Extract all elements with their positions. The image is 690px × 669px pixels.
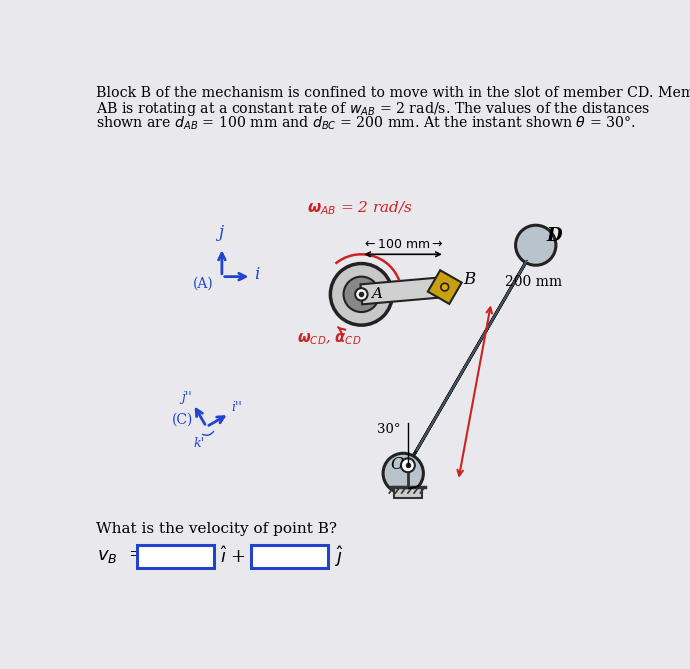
Text: k': k' xyxy=(194,437,205,450)
Text: AB is rotating at a constant rate of $w_{AB}$ = 2 rad/s. The values of the dista: AB is rotating at a constant rate of $w_… xyxy=(95,100,650,118)
Circle shape xyxy=(383,454,424,493)
Text: C: C xyxy=(391,456,404,473)
FancyBboxPatch shape xyxy=(250,545,328,568)
Circle shape xyxy=(331,264,393,325)
Text: 30°: 30° xyxy=(377,423,400,436)
Text: $\hat{\imath}$ +: $\hat{\imath}$ + xyxy=(219,546,246,567)
FancyBboxPatch shape xyxy=(137,545,214,568)
Circle shape xyxy=(515,225,556,265)
Text: (A): (A) xyxy=(193,276,213,290)
Text: i: i xyxy=(255,266,260,283)
Text: Block B of the mechanism is confined to move with in the slot of member CD. Memb: Block B of the mechanism is confined to … xyxy=(95,86,690,100)
Polygon shape xyxy=(360,277,446,304)
Text: j: j xyxy=(218,223,223,241)
Text: i'': i'' xyxy=(232,401,242,414)
Text: j'': j'' xyxy=(181,391,191,404)
Polygon shape xyxy=(393,228,546,490)
Text: $v_B$  =: $v_B$ = xyxy=(97,547,144,565)
Text: $\leftarrow$100 mm$\rightarrow$: $\leftarrow$100 mm$\rightarrow$ xyxy=(362,238,444,252)
Text: What is the velocity of point B?: What is the velocity of point B? xyxy=(95,522,337,537)
Text: $\boldsymbol{\omega}_{CD}$, $\boldsymbol{\alpha}_{CD}$: $\boldsymbol{\omega}_{CD}$, $\boldsymbol… xyxy=(297,331,362,347)
Text: B: B xyxy=(464,271,475,288)
Text: shown are $d_{AB}$ = 100 mm and $d_{BC}$ = 200 mm. At the instant shown $\theta$: shown are $d_{AB}$ = 100 mm and $d_{BC}$… xyxy=(95,114,635,132)
Circle shape xyxy=(355,288,368,300)
Polygon shape xyxy=(428,270,462,304)
Text: $\hat{\jmath}$: $\hat{\jmath}$ xyxy=(334,544,344,569)
Text: $\boldsymbol{\omega}_{AB}$ = 2 rad/s: $\boldsymbol{\omega}_{AB}$ = 2 rad/s xyxy=(307,199,413,217)
Polygon shape xyxy=(416,260,527,451)
Text: D: D xyxy=(546,227,562,245)
Text: (C): (C) xyxy=(172,413,193,427)
Text: 200 mm: 200 mm xyxy=(505,275,562,288)
Circle shape xyxy=(441,283,449,291)
FancyBboxPatch shape xyxy=(394,487,422,498)
Circle shape xyxy=(401,458,415,472)
Text: A: A xyxy=(371,287,382,301)
Circle shape xyxy=(344,276,380,312)
